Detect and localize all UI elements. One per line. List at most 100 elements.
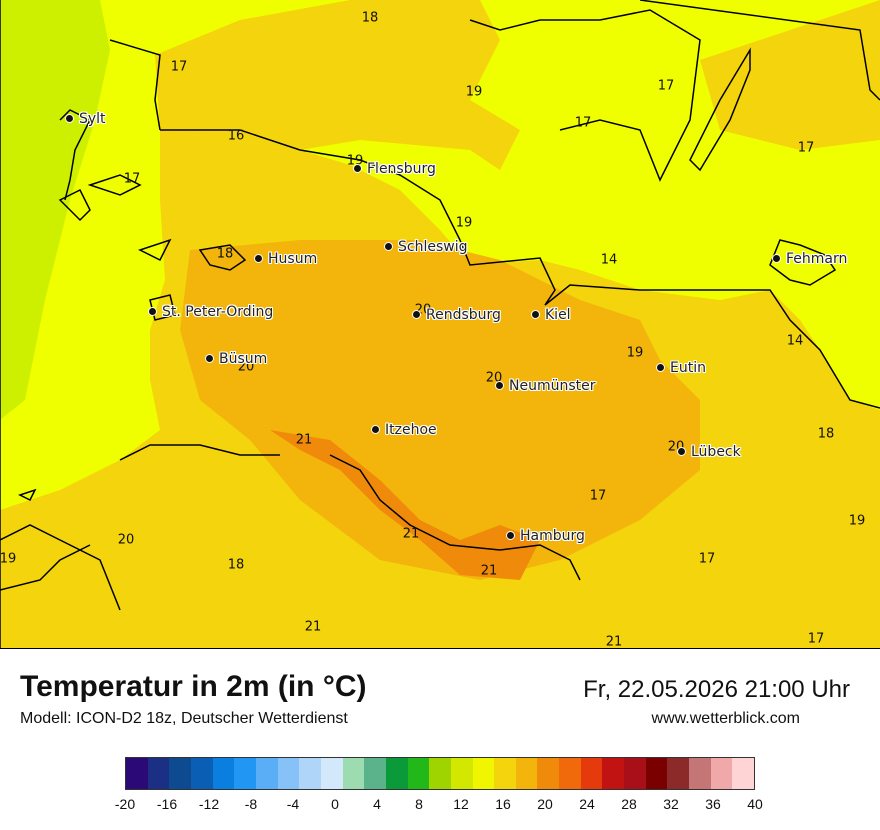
legend-ticks: -20 -16 -12 -8 -4 0 4 8 12 16 20 24 28 32 36 40 <box>115 796 763 816</box>
isoline-label: 18 <box>227 557 245 573</box>
city-dot-icon <box>412 309 421 319</box>
land-north <box>155 0 520 170</box>
isoline-label: 21 <box>295 432 313 448</box>
legend-swatch <box>385 758 408 789</box>
legend-tick-label: -20 <box>114 796 136 812</box>
isoline-label: 19 <box>465 84 483 100</box>
city-dot-icon <box>677 446 686 456</box>
city-marker[interactable]: Sylt <box>65 111 106 127</box>
legend-swatch <box>169 758 191 789</box>
isoline-label: 17 <box>797 140 815 156</box>
isoline-label: 14 <box>600 252 618 268</box>
city-marker[interactable]: Eutin <box>656 360 706 376</box>
color-legend <box>125 757 755 790</box>
isoline-label: 19 <box>848 513 866 529</box>
city-marker[interactable]: Itzehoe <box>371 422 437 438</box>
isoline-label: 17 <box>589 488 607 504</box>
legend-tick-label: 8 <box>415 796 423 812</box>
city-marker[interactable]: Hamburg <box>506 528 585 544</box>
isoline-label: 16 <box>227 128 245 144</box>
legend-swatch <box>515 758 538 789</box>
isoline-label: 21 <box>402 526 420 542</box>
isoline-label: 17 <box>657 78 675 94</box>
legend-swatch <box>342 758 365 789</box>
city-dot-icon <box>506 530 515 540</box>
legend-swatch <box>190 758 213 789</box>
isoline-label: 19 <box>455 215 473 231</box>
legend-swatch <box>364 758 386 789</box>
city-marker[interactable]: Neumünster <box>495 378 596 394</box>
city-dot-icon <box>772 253 781 263</box>
legend-swatch <box>299 758 321 789</box>
legend-swatch <box>212 758 235 789</box>
hot-area <box>270 430 540 580</box>
legend-swatch <box>429 758 451 789</box>
legend-tick-label: -12 <box>198 796 220 812</box>
warm-area <box>180 240 700 580</box>
map-canvas <box>0 0 880 648</box>
city-marker[interactable]: Flensburg <box>353 161 436 177</box>
legend-tick-label: 0 <box>331 796 339 812</box>
city-dot-icon <box>353 163 362 173</box>
isoline-label: 19 <box>626 345 644 361</box>
city-marker[interactable]: Büsum <box>205 351 267 367</box>
legend-swatch <box>407 758 430 789</box>
isoline-label: 17 <box>807 631 825 647</box>
forecast-datetime: Fr, 22.05.2026 21:00 Uhr <box>583 676 850 703</box>
legend-swatch <box>537 758 560 789</box>
legend-swatch <box>580 758 603 789</box>
isoline-label: 14 <box>786 333 804 349</box>
website-link[interactable]: www.wetterblick.com <box>651 710 800 727</box>
city-marker[interactable]: Lübeck <box>677 444 741 460</box>
city-dot-icon <box>254 253 263 263</box>
legend-tick-label: 32 <box>663 796 679 812</box>
city-marker[interactable]: Kiel <box>531 307 571 323</box>
isoline-label: 17 <box>698 551 716 567</box>
legend-tick-label: 16 <box>495 796 511 812</box>
city-dot-icon <box>371 424 380 434</box>
isoline-label: 21 <box>480 563 498 579</box>
city-marker[interactable]: St. Peter-Ording <box>148 304 273 320</box>
legend-tick-label: 28 <box>621 796 637 812</box>
legend-swatch <box>645 758 668 789</box>
city-dot-icon <box>656 362 665 372</box>
isoline-label: 18 <box>817 426 835 442</box>
legend-tick-label: 20 <box>537 796 553 812</box>
city-dot-icon <box>65 113 74 123</box>
legend-swatch <box>126 758 148 789</box>
legend-tick-label: -16 <box>156 796 178 812</box>
city-marker[interactable]: Rendsburg <box>412 307 501 323</box>
isoline-label: 17 <box>123 171 141 187</box>
legend-swatch <box>494 758 516 789</box>
legend-tick-label: 12 <box>453 796 469 812</box>
temperature-map: 18 17 19 16 17 19 17 17 17 19 18 14 20 2… <box>0 0 880 649</box>
legend-swatch <box>234 758 256 789</box>
city-dot-icon <box>205 353 214 363</box>
city-marker[interactable]: Schleswig <box>384 239 467 255</box>
legend-swatch <box>147 758 170 789</box>
isoline-label: 19 <box>0 551 17 567</box>
legend-swatch <box>255 758 278 789</box>
city-marker[interactable]: Husum <box>254 251 317 267</box>
legend-swatch <box>732 758 755 789</box>
isoline-label: 21 <box>605 634 623 649</box>
isoline-label: 18 <box>361 10 379 26</box>
isoline-label: 17 <box>170 59 188 75</box>
cold-area <box>0 0 110 420</box>
legend-tick-label: 4 <box>373 796 381 812</box>
isoline-label: 20 <box>237 359 255 375</box>
city-marker[interactable]: Fehmarn <box>772 251 847 267</box>
legend-tick-label: -4 <box>286 796 300 812</box>
legend-swatch <box>277 758 300 789</box>
city-dot-icon <box>495 380 504 390</box>
legend-tick-label: -8 <box>244 796 258 812</box>
isoline-label: 17 <box>574 115 592 131</box>
model-subtitle: Modell: ICON-D2 18z, Deutscher Wetterdie… <box>20 710 348 727</box>
page-title: Temperatur in 2m (in °C) <box>20 670 367 703</box>
legend-tick-label: 40 <box>747 796 763 812</box>
legend-swatch <box>450 758 473 789</box>
legend-swatch <box>710 758 733 789</box>
legend-tick-label: 36 <box>705 796 721 812</box>
legend-swatch <box>559 758 581 789</box>
city-dot-icon <box>148 306 157 316</box>
